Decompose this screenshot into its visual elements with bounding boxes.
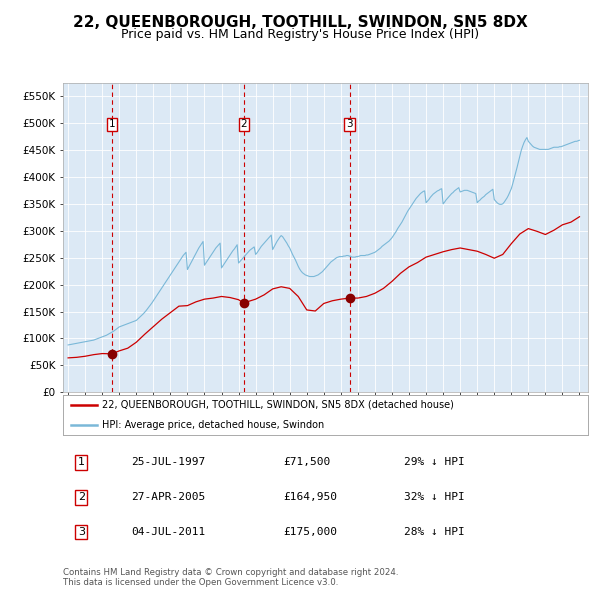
- Text: 2: 2: [241, 119, 247, 129]
- Text: 32% ↓ HPI: 32% ↓ HPI: [404, 492, 465, 502]
- Text: Contains HM Land Registry data © Crown copyright and database right 2024.
This d: Contains HM Land Registry data © Crown c…: [63, 568, 398, 587]
- Text: 22, QUEENBOROUGH, TOOTHILL, SWINDON, SN5 8DX (detached house): 22, QUEENBOROUGH, TOOTHILL, SWINDON, SN5…: [103, 400, 454, 410]
- Text: Price paid vs. HM Land Registry's House Price Index (HPI): Price paid vs. HM Land Registry's House …: [121, 28, 479, 41]
- Text: £71,500: £71,500: [284, 457, 331, 467]
- Text: £164,950: £164,950: [284, 492, 337, 502]
- Text: HPI: Average price, detached house, Swindon: HPI: Average price, detached house, Swin…: [103, 420, 325, 430]
- Text: 28% ↓ HPI: 28% ↓ HPI: [404, 527, 465, 537]
- Text: 1: 1: [78, 457, 85, 467]
- Text: £175,000: £175,000: [284, 527, 337, 537]
- Text: 3: 3: [346, 119, 353, 129]
- Text: 2: 2: [78, 492, 85, 502]
- Text: 29% ↓ HPI: 29% ↓ HPI: [404, 457, 465, 467]
- Text: 25-JUL-1997: 25-JUL-1997: [131, 457, 205, 467]
- Text: 3: 3: [78, 527, 85, 537]
- Text: 1: 1: [109, 119, 115, 129]
- Text: 27-APR-2005: 27-APR-2005: [131, 492, 205, 502]
- Text: 22, QUEENBOROUGH, TOOTHILL, SWINDON, SN5 8DX: 22, QUEENBOROUGH, TOOTHILL, SWINDON, SN5…: [73, 15, 527, 30]
- Text: 04-JUL-2011: 04-JUL-2011: [131, 527, 205, 537]
